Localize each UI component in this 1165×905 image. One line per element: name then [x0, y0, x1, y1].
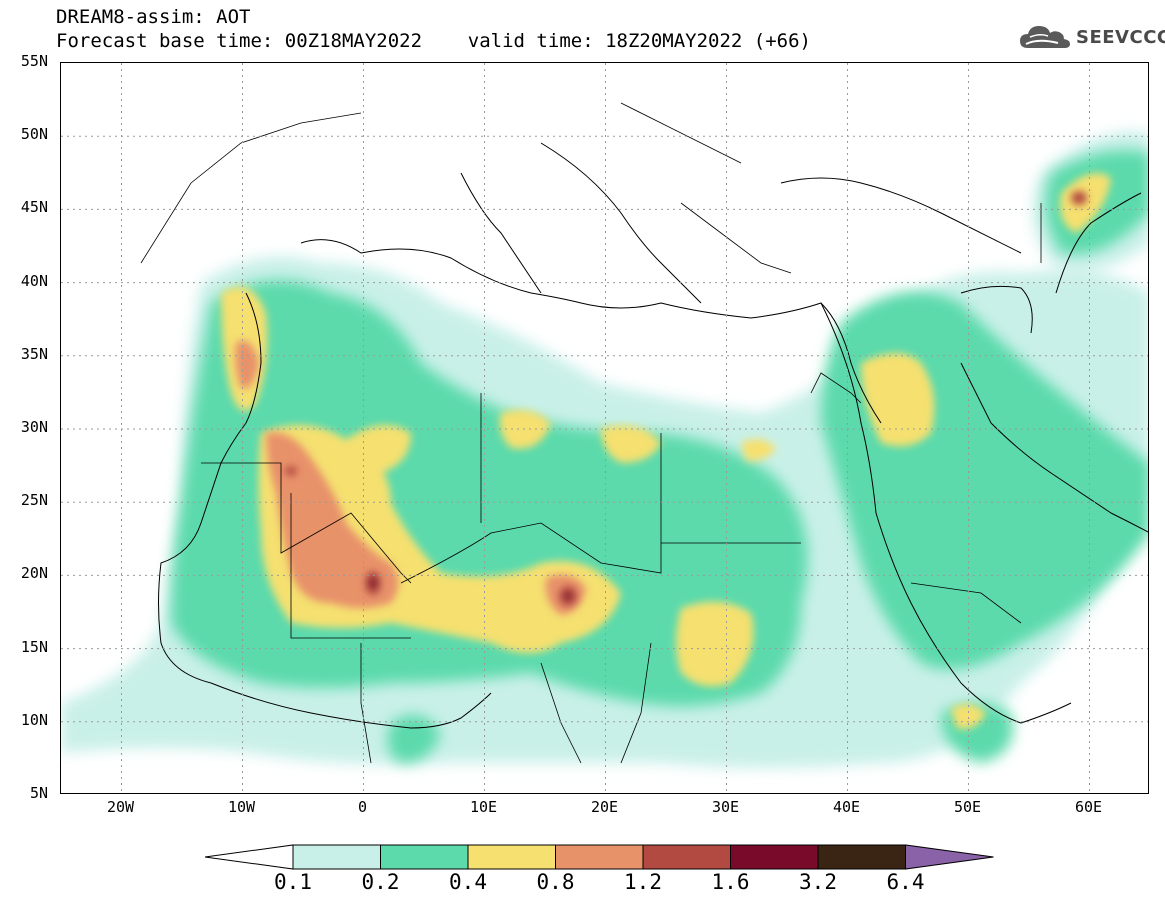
lon-tick-label: 40E: [832, 798, 861, 816]
colorbar: [205, 844, 994, 870]
aot-layer-dark: [285, 191, 1087, 606]
coastlines: [158, 142, 1148, 729]
colorbar-segment: [642, 844, 731, 870]
colorbar-label: 0.2: [361, 870, 400, 894]
colorbar-segment: [467, 844, 556, 870]
colorbar-label: 0.8: [536, 870, 575, 894]
gridlines: [61, 63, 1148, 793]
lat-tick-label: 55N: [20, 52, 48, 70]
lon-tick-label: 20E: [590, 798, 619, 816]
logo-text: SEEVCCC: [1076, 26, 1165, 48]
lon-tick-label: 50E: [953, 798, 982, 816]
country-borders: [140, 102, 1042, 764]
colorbar-label: 0.4: [449, 870, 487, 894]
lon-tick-label: 0: [357, 798, 368, 816]
colorbar-segment: [555, 844, 644, 870]
colorbar-segment: [380, 844, 469, 870]
lat-tick-label: 50N: [20, 125, 48, 144]
lat-tick-label: 40N: [20, 271, 48, 290]
lat-tick-label: 10N: [20, 710, 48, 729]
forecast-time-line: Forecast base time: 00Z18MAY2022 valid t…: [56, 30, 811, 52]
aot-layer-orange: [235, 340, 586, 615]
colorbar-segment: [292, 844, 381, 870]
colorbar-segment: [817, 844, 906, 870]
lat-tick-label: 15N: [20, 637, 48, 656]
lon-tick-label: 20W: [106, 798, 135, 816]
colorbar-arrow-low: [205, 844, 294, 870]
lat-tick-label: 30N: [20, 418, 48, 436]
aot-map: [61, 63, 1148, 793]
colorbar-label: 3.2: [799, 870, 837, 894]
lon-tick-label: 10W: [227, 798, 256, 816]
map-panel: [60, 62, 1149, 794]
colorbar-arrow-high: [905, 844, 994, 870]
lat-tick-label: 25N: [20, 491, 48, 510]
colorbar-label: 0.1: [274, 870, 312, 894]
colorbar-label: 1.2: [624, 870, 662, 894]
colorbar-segment: [730, 844, 819, 870]
seevccc-logo: SEEVCCC: [1018, 22, 1165, 52]
colorbar-label: 1.6: [711, 870, 750, 894]
lon-tick-label: 30E: [711, 798, 740, 816]
lon-tick-label: 10E: [469, 798, 498, 816]
map-title: DREAM8-assim: AOT: [56, 6, 251, 28]
lat-tick-label: 5N: [29, 784, 48, 802]
lat-tick-label: 20N: [20, 564, 48, 583]
lat-tick-label: 35N: [20, 344, 48, 363]
lat-tick-label: 45N: [20, 198, 48, 217]
lon-tick-label: 60E: [1074, 798, 1103, 816]
colorbar-label: 6.4: [886, 870, 925, 894]
cloud-icon: [1020, 26, 1070, 48]
